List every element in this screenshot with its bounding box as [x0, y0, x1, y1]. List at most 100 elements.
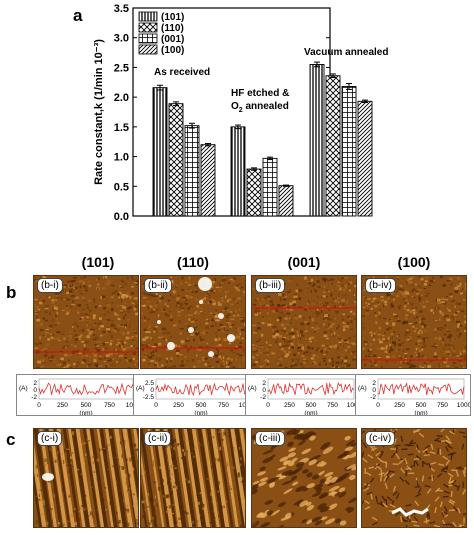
afm-grain	[424, 280, 429, 282]
afm-grain	[68, 493, 72, 497]
afm-grain	[147, 331, 151, 333]
afm-grain	[226, 320, 228, 322]
afm-grain	[124, 458, 128, 462]
afm-grain	[254, 299, 259, 302]
afm-grain	[189, 334, 193, 336]
afm-grain	[195, 520, 199, 522]
afm-scale	[257, 471, 266, 476]
afm-grain	[235, 327, 237, 330]
afm-grain	[148, 522, 151, 525]
facet-title-101: (101)	[81, 254, 115, 270]
afm-grain	[193, 338, 195, 342]
afm-grain	[163, 346, 168, 348]
afm-grain	[225, 295, 227, 299]
afm-grain	[421, 318, 423, 321]
profile-frame	[267, 378, 355, 400]
afm-grain	[259, 302, 262, 306]
afm-grain	[239, 332, 241, 336]
afm-grain	[162, 447, 165, 450]
afm-grain	[226, 339, 230, 342]
afm-grain	[103, 276, 108, 279]
afm-mesh	[404, 444, 411, 447]
afm-grain	[387, 296, 391, 298]
afm-grain	[305, 351, 309, 354]
afm-stripe	[34, 465, 44, 527]
afm-scale	[301, 448, 312, 455]
afm-stripe	[186, 429, 206, 527]
afm-scale	[319, 506, 330, 513]
afm-scale	[327, 503, 338, 510]
afm-grain	[171, 440, 175, 443]
afm-grain	[35, 496, 38, 498]
profile-x-tick: 250	[394, 402, 405, 409]
afm-grain	[342, 314, 344, 318]
afm-scale	[291, 475, 298, 481]
afm-grain	[332, 345, 337, 349]
afm-grain	[70, 336, 72, 339]
afm-scale	[256, 512, 264, 518]
afm-grain	[208, 300, 213, 304]
afm-grain	[34, 342, 37, 345]
afm-grain	[344, 298, 347, 302]
afm-grain	[461, 310, 464, 313]
afm-grain	[273, 333, 275, 336]
afm-grain	[68, 354, 72, 356]
afm-grain	[185, 315, 189, 317]
afm-mesh	[393, 438, 397, 445]
afm-grain	[239, 341, 242, 344]
afm-mesh	[406, 465, 412, 471]
afm-grain	[289, 331, 293, 335]
afm-grain	[366, 304, 368, 308]
afm-grain	[406, 279, 410, 282]
afm-grain	[61, 333, 65, 335]
afm-grain	[204, 363, 208, 366]
afm-grain	[424, 343, 426, 345]
afm-grain	[209, 480, 213, 483]
afm-grain	[120, 340, 124, 343]
afm-grain	[123, 349, 126, 352]
afm-label-b-ii: (b-ii)	[144, 278, 172, 293]
profile-x-tick: 1000	[126, 402, 139, 409]
afm-grain	[105, 302, 109, 304]
afm-grain	[388, 298, 390, 300]
afm-mesh	[425, 517, 428, 524]
afm-grain	[305, 344, 308, 347]
afm-grain	[308, 300, 310, 304]
afm-grain	[438, 318, 441, 321]
afm-debris	[391, 507, 429, 517]
afm-grain	[240, 327, 243, 329]
afm-grain	[87, 363, 90, 366]
afm-grain	[450, 343, 454, 347]
afm-scale	[296, 461, 305, 468]
afm-grain	[320, 309, 323, 313]
afm-grain	[124, 282, 127, 286]
afm-grain	[169, 445, 172, 449]
afm-grain	[95, 345, 99, 347]
afm-mesh	[430, 443, 434, 450]
profile-x-tick: 250	[173, 402, 184, 409]
afm-grain	[63, 523, 65, 527]
afm-grain	[55, 295, 60, 299]
afm-grain	[34, 347, 39, 350]
afm-grain	[321, 308, 324, 310]
profile-x-tick: 0	[154, 402, 158, 409]
afm-grain	[413, 364, 416, 368]
afm-grain	[430, 309, 433, 312]
afm-scale	[305, 501, 312, 506]
afm-mesh	[382, 502, 388, 508]
afm-grain	[187, 307, 191, 310]
afm-grain	[234, 435, 237, 440]
profile-x-tick: 1000	[347, 402, 360, 409]
afm-grain	[132, 505, 135, 508]
afm-grain	[323, 304, 328, 307]
afm-grain	[88, 309, 93, 312]
profile-y-tick: 2	[262, 380, 266, 387]
afm-grain	[53, 307, 58, 310]
afm-grain	[422, 281, 425, 283]
afm-grain	[183, 510, 186, 514]
afm-grain	[388, 337, 391, 340]
afm-grain	[73, 345, 77, 348]
afm-grain	[398, 287, 402, 291]
afm-grain	[339, 357, 343, 359]
